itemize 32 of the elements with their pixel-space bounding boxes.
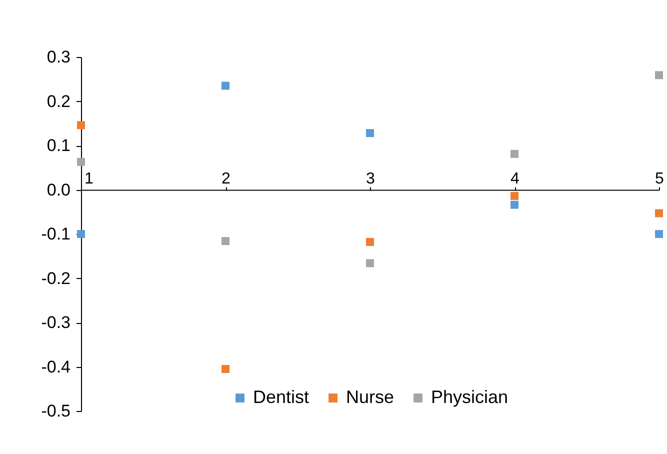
point: [222, 237, 230, 246]
legend-label: Nurse: [346, 387, 394, 407]
x-tick-label: 4: [510, 170, 520, 188]
point: [510, 200, 518, 209]
point: [510, 150, 518, 158]
x-tick-label: 2: [222, 170, 231, 188]
y-tick-label: -0.5: [41, 402, 70, 420]
x-tick-label: 3: [366, 170, 376, 188]
point: [510, 192, 518, 200]
point: [77, 121, 85, 130]
y-tick-label: 0.3: [46, 48, 70, 66]
point: [366, 238, 374, 246]
point: [77, 158, 85, 166]
point: [655, 209, 663, 218]
point: [222, 82, 230, 90]
legend-label: Dentist: [253, 387, 310, 407]
point: [77, 230, 85, 238]
point: [222, 364, 230, 373]
point: [655, 71, 663, 80]
y-tick-label: -0.4: [41, 357, 70, 376]
y-tick-label: 0.2: [46, 92, 70, 111]
x-tick-label: 1: [84, 170, 94, 188]
legend-label: Physician: [431, 387, 508, 407]
y-tick-label: -0.1: [41, 224, 70, 244]
point: [366, 259, 374, 268]
y-tick-label: -0.3: [41, 313, 70, 332]
x-tick-label: 5: [655, 170, 664, 188]
y-tick-label: 0.1: [46, 136, 70, 155]
point: [655, 230, 663, 238]
y-tick-label: 0.0: [46, 180, 70, 200]
y-tick-label: -0.2: [41, 268, 70, 288]
point: [366, 129, 374, 138]
